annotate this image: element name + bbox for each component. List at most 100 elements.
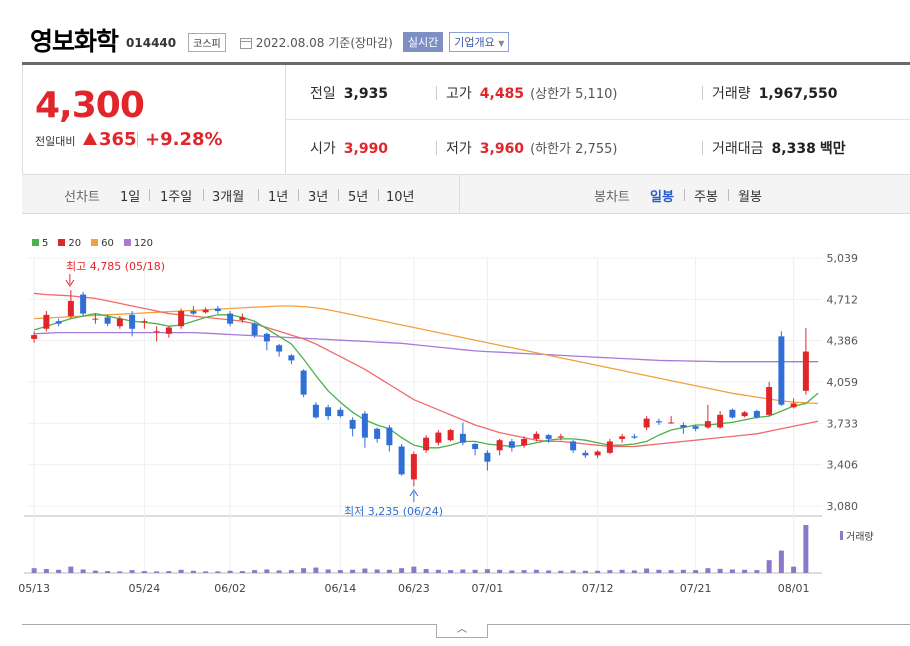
candlestick-chart[interactable]: 5,039 4,712 4,386 4,059 3,733 3,406 3,080 05/13…: [0, 230, 910, 610]
legend-swatch: [123, 239, 131, 246]
period-1d[interactable]: 1일: [120, 190, 141, 205]
volume-bar: [288, 570, 294, 573]
y-tick-label: 4,712: [827, 293, 859, 306]
base-date: 2022.08.08 기준(장마감): [255, 36, 393, 50]
change-rate: +9.28%: [145, 129, 223, 150]
period-1y[interactable]: 1년: [268, 190, 289, 205]
volume-bar: [582, 570, 588, 573]
candle-body: [312, 404, 319, 418]
open-value: 3,990: [343, 141, 389, 157]
volume-bar: [215, 571, 221, 573]
x-tick-label: 07/21: [680, 582, 712, 595]
candle-body: [643, 418, 650, 428]
candle-body: [214, 308, 221, 312]
company-info-label: 기업개요: [454, 36, 495, 49]
volume-bar: [570, 570, 576, 573]
candle-monthly[interactable]: 월봉: [738, 190, 762, 205]
legend-swatch: [58, 239, 66, 246]
candle-weekly[interactable]: 주봉: [694, 190, 718, 205]
divider: [436, 86, 437, 100]
open-price: 시가 3,990: [310, 138, 388, 158]
candle-body: [545, 435, 552, 439]
candle-body: [447, 430, 454, 441]
stats-row: 시가 3,990 저가 3,960 (하한가 2,755) 거래대금 8,338…: [286, 119, 910, 173]
legend-ma120: 120: [123, 238, 153, 249]
volume-bar: [141, 571, 147, 573]
x-tick-label: 06/02: [214, 582, 246, 595]
divider: [459, 175, 460, 213]
volume-bar: [680, 569, 686, 573]
candle-body: [692, 426, 699, 429]
volume-bar: [448, 570, 454, 573]
volume-bar: [423, 569, 429, 573]
candle-body: [631, 436, 638, 438]
volume-bar: [92, 570, 98, 573]
candle-body: [729, 409, 736, 418]
volume-value: 1,967,550: [758, 86, 838, 102]
volume-bar: [595, 570, 601, 573]
period-5y[interactable]: 5년: [348, 190, 369, 205]
collapse-button[interactable]: ︿: [436, 624, 488, 638]
candle-body: [349, 419, 356, 429]
volume-bar: [337, 570, 343, 573]
trade-amount: 거래대금 8,338 백만: [712, 138, 846, 158]
candle-body: [484, 452, 491, 462]
candle-body: [165, 327, 172, 334]
volume-bar: [350, 569, 356, 573]
volume-bar: [68, 566, 74, 573]
legend-label: 120: [133, 238, 153, 249]
candle-body: [472, 443, 479, 450]
volume-bar: [399, 568, 405, 573]
open-label: 시가: [310, 141, 336, 157]
legend-label: 60: [101, 238, 114, 249]
volume-bar: [190, 570, 196, 573]
prev-value: 3,935: [343, 86, 389, 102]
candle-body: [533, 433, 540, 439]
company-info-dropdown[interactable]: 기업개요 ▼: [449, 32, 510, 52]
volume-bar: [705, 568, 711, 573]
volume-bar: [668, 570, 674, 573]
period-1w[interactable]: 1주일: [160, 190, 193, 205]
volume-bar: [803, 525, 809, 573]
candle-daily[interactable]: 일봉: [650, 190, 674, 205]
legend-label: 20: [68, 238, 82, 249]
candle-chart-label: 봉차트: [594, 190, 630, 205]
y-tick-label: 4,386: [827, 335, 859, 348]
stock-header: 영보화학 014440 코스피 2022.08.08 기준(장마감) 실시간 기…: [30, 22, 510, 58]
volume-bar: [252, 570, 258, 573]
candle-body: [227, 313, 234, 324]
legend-label: 5: [42, 238, 49, 249]
candle-body: [67, 300, 74, 317]
candle-body: [386, 427, 393, 446]
candle-body: [178, 311, 185, 327]
volume-bar: [497, 569, 503, 573]
current-price: 4,300: [35, 85, 145, 126]
period-3m[interactable]: 3개월: [212, 190, 245, 205]
top-divider: [22, 62, 910, 65]
y-tick-label: 3,080: [827, 500, 859, 513]
price-summary: 4,300 전일대비 365 +9.28%: [22, 65, 286, 174]
legend-ma60: 60: [91, 238, 114, 249]
realtime-button[interactable]: 실시간: [402, 32, 444, 52]
stock-code: 014440: [126, 36, 177, 50]
volume-bar: [239, 571, 245, 573]
period-10y[interactable]: 10년: [386, 190, 415, 205]
x-tick-label: 07/12: [582, 582, 614, 595]
candle-body: [766, 387, 773, 415]
period-3y[interactable]: 3년: [308, 190, 329, 205]
volume-legend-swatch: [840, 531, 843, 540]
divider: [684, 189, 685, 201]
x-tick-label: 07/01: [472, 582, 504, 595]
volume-bar: [43, 569, 49, 573]
candle-body: [459, 433, 466, 443]
ma-legend: 5 20 60 120: [32, 238, 153, 249]
divider: [702, 86, 703, 100]
candle-body: [43, 314, 50, 329]
divider: [702, 141, 703, 155]
candle-body: [496, 440, 503, 451]
candle-body: [423, 437, 430, 451]
ma120-line: [34, 331, 819, 363]
high-label: 고가: [446, 86, 472, 102]
low-price: 저가 3,960 (하한가 2,755): [446, 138, 617, 158]
amount-label: 거래대금: [712, 141, 764, 157]
